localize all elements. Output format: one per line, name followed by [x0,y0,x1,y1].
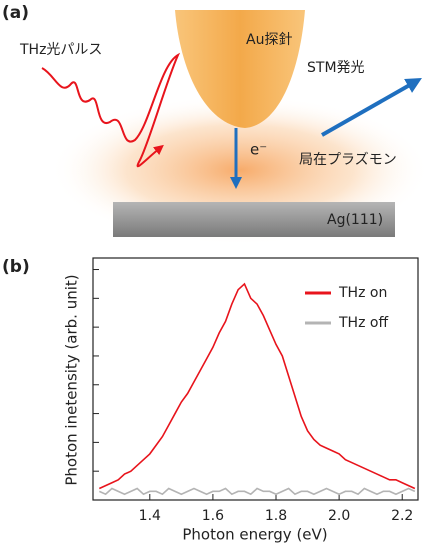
emission-label: STM発光 [307,60,365,76]
data-line [98,282,416,490]
legend-label: THz on [338,285,387,301]
x-tick-label: 2.2 [391,508,413,524]
electron-label: e⁻ [250,141,267,159]
panel-a: (a) THz光パルス Au探針 STM発光 e⁻ 局在プラズモン Ag(111… [2,3,430,245]
thz-label: THz光パルス [19,42,102,58]
substrate-label: Ag(111) [327,212,383,228]
data-line [98,487,416,496]
x-tick-label: 1.8 [265,508,287,524]
x-tick-label: 1.4 [139,508,161,524]
plasmon-label: 局在プラズモン [299,152,397,168]
y-axis-label: Photon inetensity (arb. unit) [63,274,81,485]
x-axis-label: Photon energy (eV) [182,526,327,543]
panel-label: (b) [2,257,30,277]
legend-label: THz off [338,315,388,331]
x-tick-label: 2.0 [328,508,350,524]
panel-label: (a) [2,3,29,23]
tip-label: Au探針 [246,32,292,48]
substrate [113,202,395,237]
panel-b: (b) Photon energy (eV) Photon inetensity… [2,257,419,543]
tip [175,10,305,128]
thz-pulse-arrow [41,52,181,168]
emission-arrow [321,78,422,137]
x-tick-label: 1.6 [202,508,224,524]
plot-frame [92,257,419,501]
